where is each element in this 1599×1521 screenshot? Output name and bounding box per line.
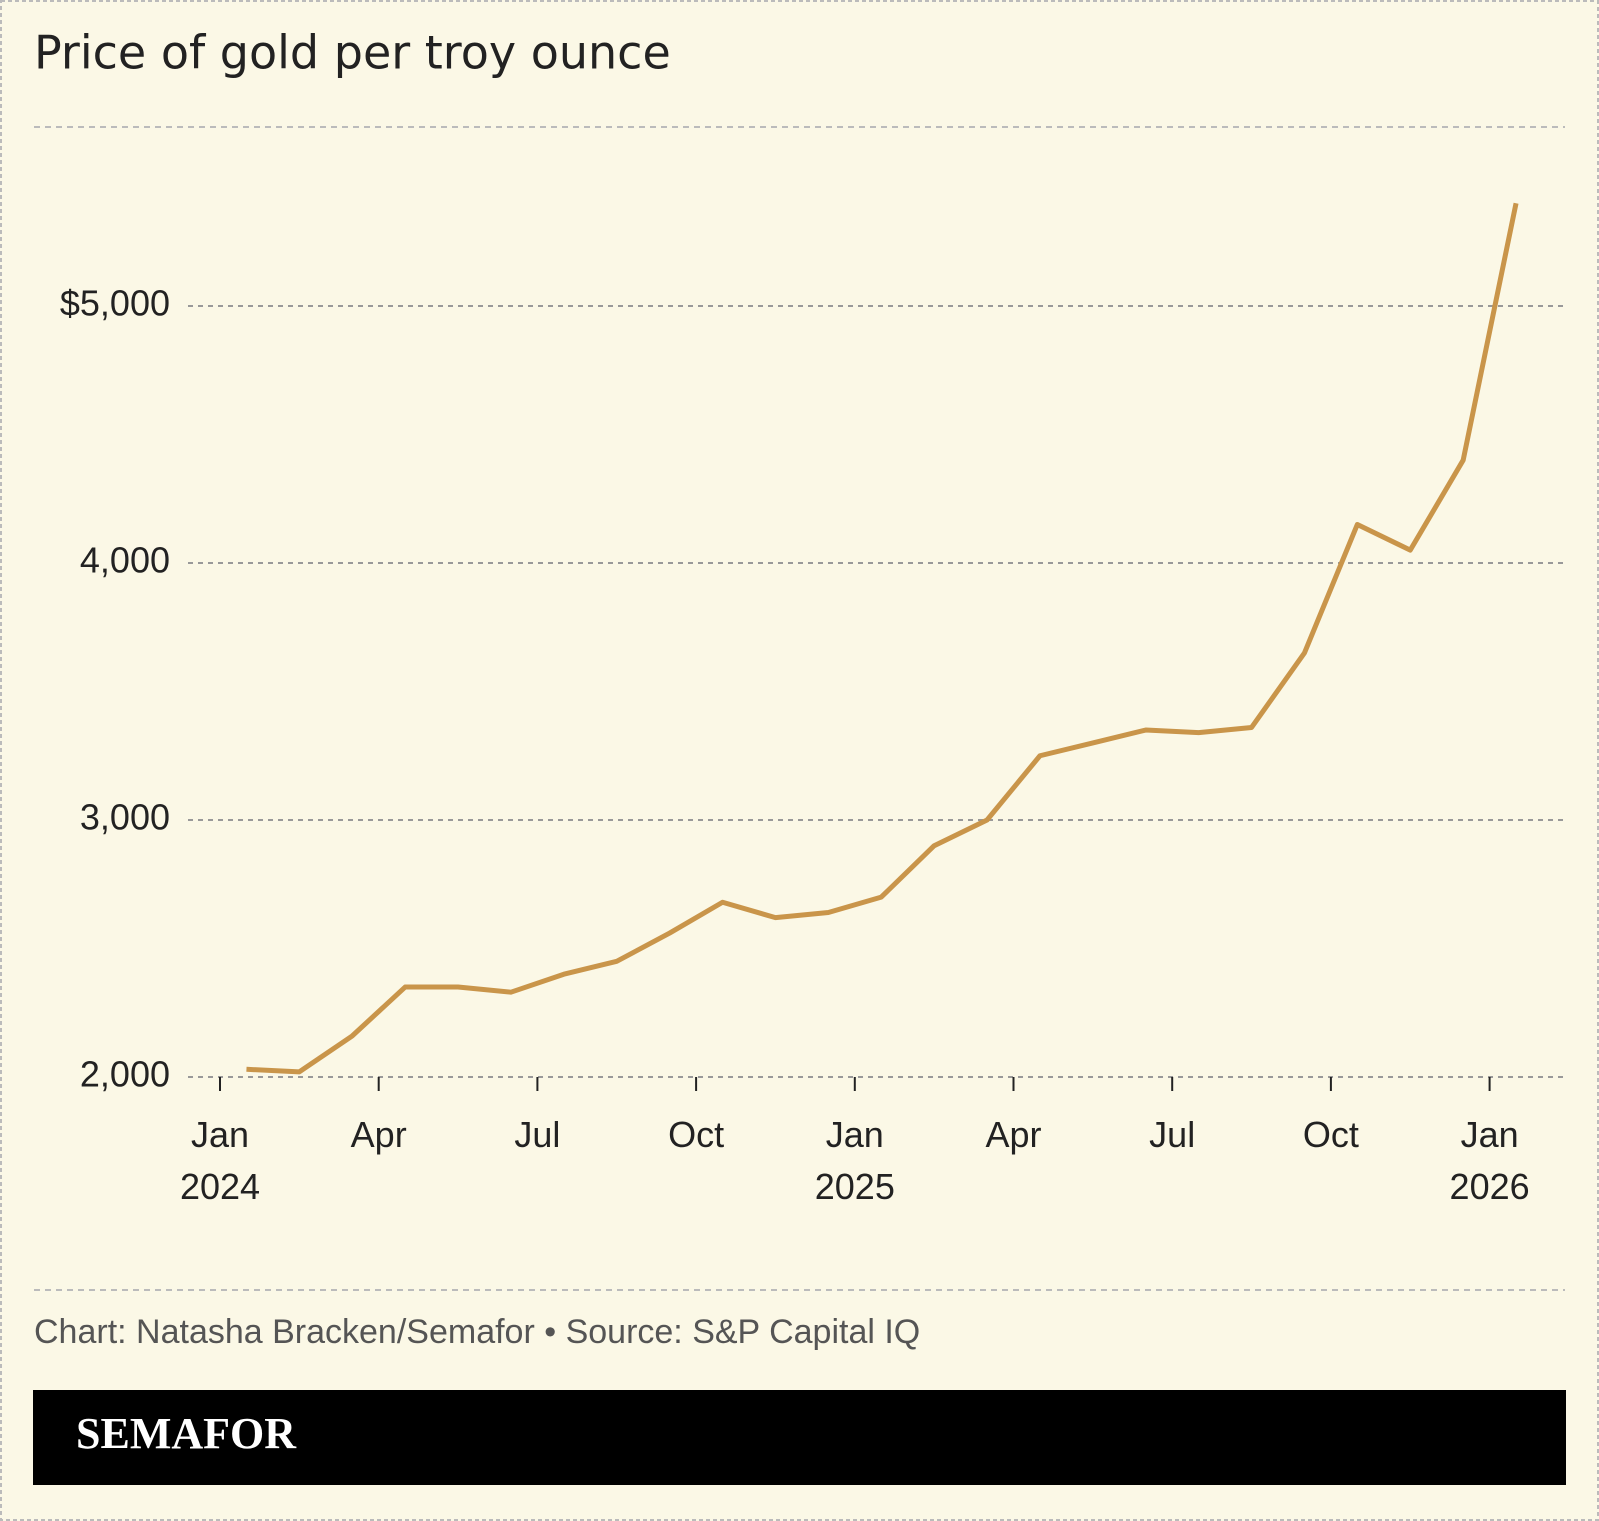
y-tick-label: 2,000 (80, 1054, 170, 1095)
x-tick-label-line: Jul (1149, 1114, 1195, 1155)
x-tick-label: Jul (1149, 1114, 1195, 1155)
x-tick-label-line: 2025 (815, 1166, 895, 1207)
x-tick-label: Oct (1303, 1114, 1359, 1155)
x-tick-label-line: Jul (514, 1114, 560, 1155)
x-tick-label-line: 2024 (180, 1166, 260, 1207)
x-tick-label: Oct (668, 1114, 724, 1155)
x-tick-label-line: Oct (1303, 1114, 1359, 1155)
x-tick-label-line: Apr (351, 1114, 407, 1155)
brand: SEMAFOR (76, 1409, 297, 1458)
x-tick-label: Jan 2026 (1450, 1114, 1530, 1207)
x-tick-label: Apr (985, 1114, 1041, 1155)
y-tick-label: 3,000 (80, 797, 170, 838)
x-tick-label: Jul (514, 1114, 560, 1155)
y-tick-label: $5,000 (60, 283, 170, 324)
x-tick-label-line: Jan (191, 1114, 249, 1155)
source: Chart: Natasha Bracken/Semafor • Source:… (34, 1313, 920, 1351)
x-tick-label: Jan 2025 (815, 1114, 895, 1207)
x-tick-label: Jan 2024 (180, 1114, 260, 1207)
x-tick-label-line: 2026 (1450, 1166, 1530, 1207)
x-tick-label-line: Jan (1461, 1114, 1519, 1155)
chart-title: Price of gold per troy ounce (34, 26, 671, 80)
x-tick-label-line: Apr (985, 1114, 1041, 1155)
brand-bar (33, 1390, 1566, 1485)
price-line (246, 202, 1519, 1075)
x-tick-label-line: Jan (826, 1114, 884, 1155)
x-tick-label: Apr (351, 1114, 407, 1155)
x-tick-label-line: Oct (668, 1114, 724, 1155)
y-tick-label: 4,000 (80, 540, 170, 581)
